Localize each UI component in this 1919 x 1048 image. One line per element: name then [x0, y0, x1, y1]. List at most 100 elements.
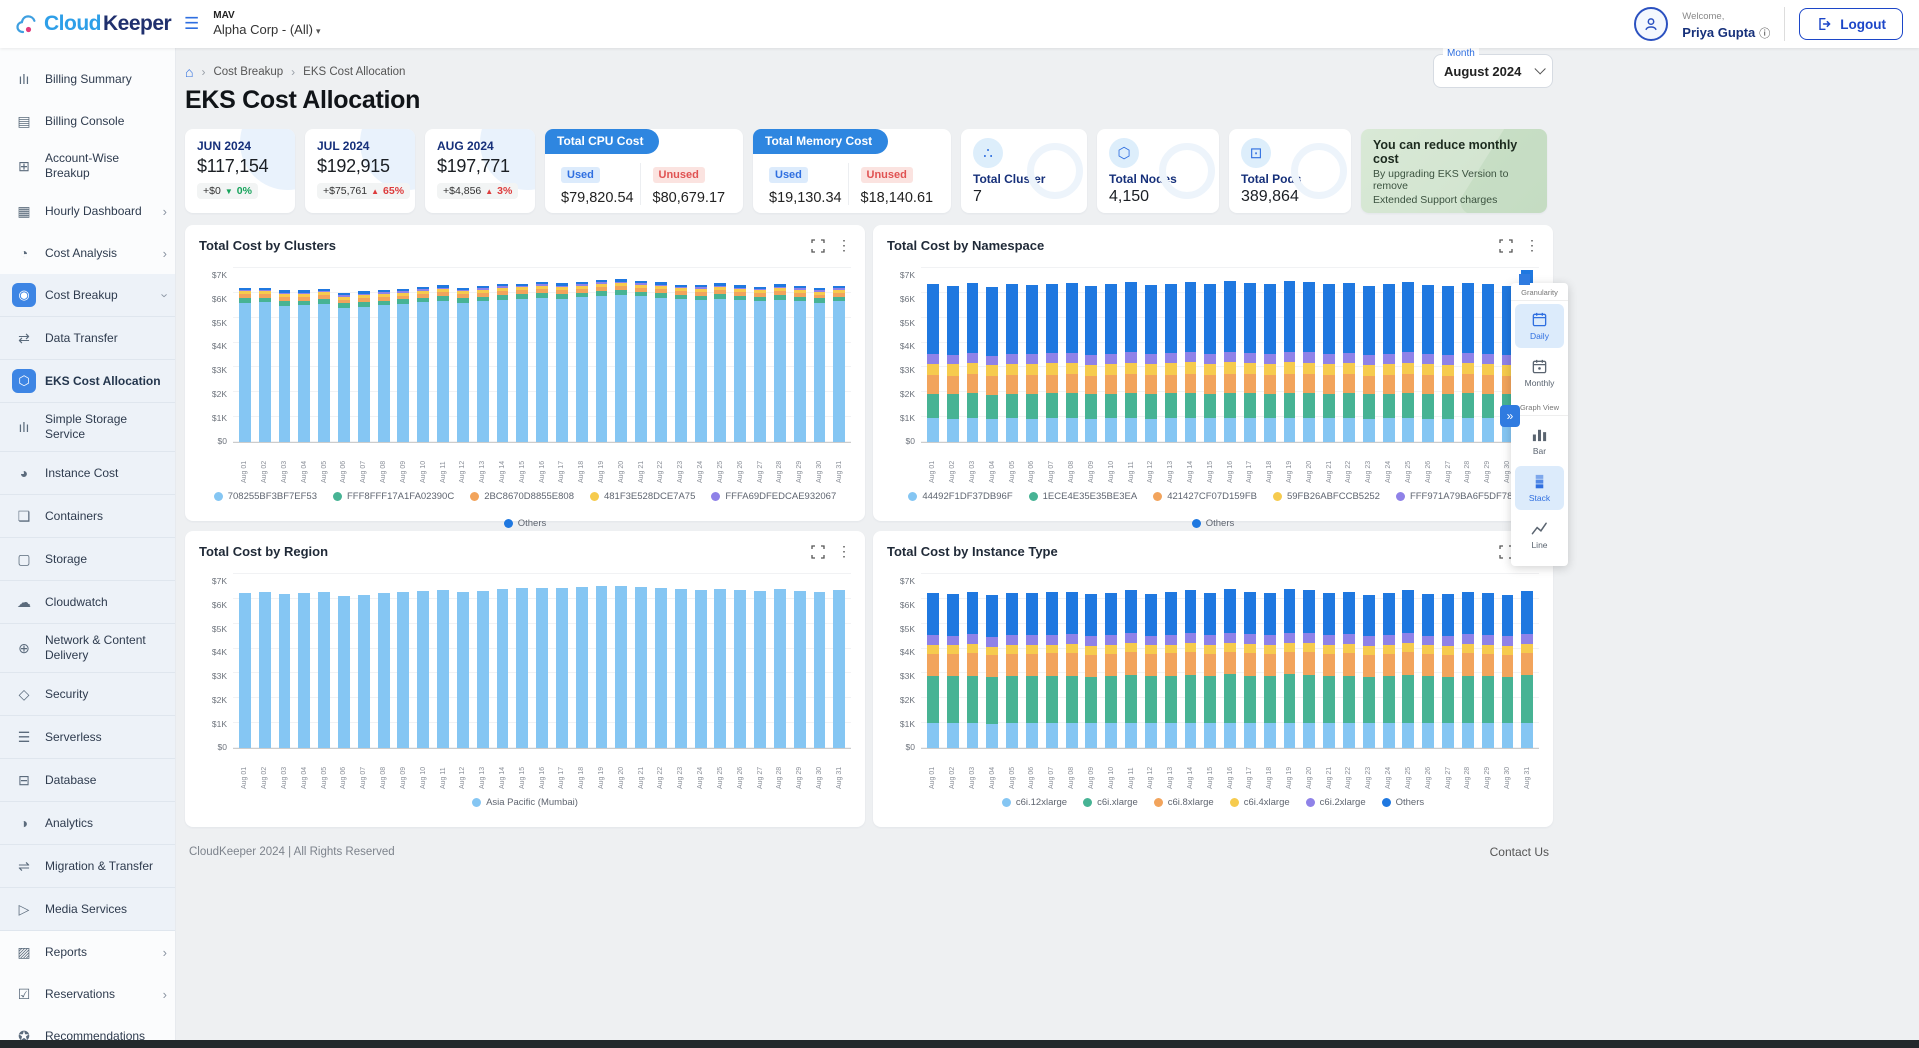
- bar[interactable]: [334, 268, 354, 442]
- bar[interactable]: [374, 268, 394, 442]
- bar[interactable]: [1042, 574, 1062, 748]
- bar[interactable]: [1220, 268, 1240, 442]
- bar[interactable]: [770, 268, 790, 442]
- brand-logo[interactable]: CloudKeeper: [16, 12, 176, 36]
- bar[interactable]: [1062, 268, 1082, 442]
- bar[interactable]: [1359, 574, 1379, 748]
- bar[interactable]: [1062, 574, 1082, 748]
- bar[interactable]: [611, 574, 631, 748]
- bar[interactable]: [1458, 268, 1478, 442]
- legend-item[interactable]: 2BC8670D8855E808: [470, 491, 574, 502]
- legend-item[interactable]: c6i.xlarge: [1083, 797, 1138, 808]
- bar[interactable]: [394, 268, 414, 442]
- bar[interactable]: [963, 574, 983, 748]
- bar[interactable]: [294, 268, 314, 442]
- bar[interactable]: [275, 268, 295, 442]
- bar[interactable]: [1121, 574, 1141, 748]
- bar[interactable]: [493, 574, 513, 748]
- month-select[interactable]: Month August 2024: [1433, 54, 1553, 88]
- sidebar-item-analytics[interactable]: ◑Analytics: [0, 802, 175, 845]
- legend-item[interactable]: Others: [1192, 518, 1235, 529]
- bar[interactable]: [611, 268, 631, 442]
- bar[interactable]: [1517, 574, 1537, 748]
- legend-item[interactable]: c6i.4xlarge: [1230, 797, 1290, 808]
- bar[interactable]: [1280, 574, 1300, 748]
- sidebar-item-network-content-delivery[interactable]: ⊕Network & Content Delivery: [0, 624, 175, 673]
- bar[interactable]: [1082, 268, 1102, 442]
- info-icon[interactable]: ⓘ: [1759, 28, 1770, 40]
- bar[interactable]: [1399, 268, 1419, 442]
- bar[interactable]: [1260, 268, 1280, 442]
- sidebar-item-cloudwatch[interactable]: ☁Cloudwatch: [0, 581, 175, 624]
- bar[interactable]: [1141, 574, 1161, 748]
- sidebar-item-recommendations[interactable]: ✪Recommendations: [0, 1015, 175, 1040]
- bar[interactable]: [1200, 268, 1220, 442]
- bar[interactable]: [592, 268, 612, 442]
- bar[interactable]: [275, 574, 295, 748]
- partner-selector[interactable]: MAV Alpha Corp - (All)▾: [213, 10, 320, 39]
- bar[interactable]: [730, 268, 750, 442]
- bar[interactable]: [810, 574, 830, 748]
- graph-view-line-button[interactable]: Line: [1515, 513, 1564, 557]
- bar[interactable]: [943, 268, 963, 442]
- bar[interactable]: [1319, 574, 1339, 748]
- bar[interactable]: [453, 268, 473, 442]
- bar[interactable]: [1379, 574, 1399, 748]
- bar[interactable]: [1319, 268, 1339, 442]
- bar[interactable]: [473, 268, 493, 442]
- bar[interactable]: [750, 268, 770, 442]
- legend-item[interactable]: c6i.12xlarge: [1002, 797, 1067, 808]
- bar[interactable]: [631, 268, 651, 442]
- sidebar-item-cost-breakup[interactable]: ◉Cost Breakup›: [0, 274, 175, 317]
- expand-icon[interactable]: [811, 239, 825, 253]
- expand-icon[interactable]: [1499, 239, 1513, 253]
- bar[interactable]: [1458, 574, 1478, 748]
- bar[interactable]: [1438, 574, 1458, 748]
- bar[interactable]: [394, 574, 414, 748]
- bar[interactable]: [790, 268, 810, 442]
- bar[interactable]: [923, 574, 943, 748]
- bar[interactable]: [711, 574, 731, 748]
- bar[interactable]: [1181, 574, 1201, 748]
- bar[interactable]: [532, 574, 552, 748]
- bar[interactable]: [1101, 268, 1121, 442]
- bar[interactable]: [334, 574, 354, 748]
- hamburger-menu-icon[interactable]: ☰: [184, 14, 199, 34]
- sidebar-item-data-transfer[interactable]: ⇄Data Transfer: [0, 317, 175, 360]
- sidebar-item-eks-cost-allocation[interactable]: ⬡EKS Cost Allocation: [0, 360, 175, 403]
- bar[interactable]: [1299, 574, 1319, 748]
- sidebar-item-media-services[interactable]: ▷Media Services: [0, 888, 175, 931]
- bar[interactable]: [493, 268, 513, 442]
- bar[interactable]: [473, 574, 493, 748]
- bar[interactable]: [512, 574, 532, 748]
- bar[interactable]: [750, 574, 770, 748]
- panel-collapse-button[interactable]: »: [1500, 405, 1520, 427]
- legend-item[interactable]: FFF8FFF17A1FA02390C: [333, 491, 454, 502]
- bar[interactable]: [1121, 268, 1141, 442]
- sidebar-item-reservations[interactable]: ☑Reservations›: [0, 973, 175, 1015]
- graph-view-bar-button[interactable]: Bar: [1515, 419, 1564, 463]
- bar[interactable]: [314, 574, 334, 748]
- bar[interactable]: [671, 574, 691, 748]
- bar[interactable]: [730, 574, 750, 748]
- legend-item[interactable]: FFF971A79BA6F5DF788: [1396, 491, 1518, 502]
- bar[interactable]: [1399, 574, 1419, 748]
- bar[interactable]: [1022, 574, 1042, 748]
- breadcrumb-item-cost-breakup[interactable]: Cost Breakup: [213, 66, 283, 78]
- bar[interactable]: [651, 268, 671, 442]
- sidebar-item-billing-console[interactable]: ▤Billing Console: [0, 100, 175, 142]
- bar[interactable]: [1339, 268, 1359, 442]
- bar[interactable]: [1181, 268, 1201, 442]
- bar[interactable]: [1280, 268, 1300, 442]
- bar[interactable]: [829, 574, 849, 748]
- legend-item[interactable]: Others: [1382, 797, 1425, 808]
- bar[interactable]: [512, 268, 532, 442]
- bar[interactable]: [1220, 574, 1240, 748]
- kebab-menu-icon[interactable]: ⋮: [837, 237, 851, 254]
- bar[interactable]: [770, 574, 790, 748]
- bar[interactable]: [829, 268, 849, 442]
- bar[interactable]: [572, 574, 592, 748]
- granularity-monthly-button[interactable]: Monthly: [1515, 351, 1564, 395]
- sidebar-item-simple-storage-service[interactable]: ılıSimple Storage Service: [0, 403, 175, 452]
- bar[interactable]: [433, 268, 453, 442]
